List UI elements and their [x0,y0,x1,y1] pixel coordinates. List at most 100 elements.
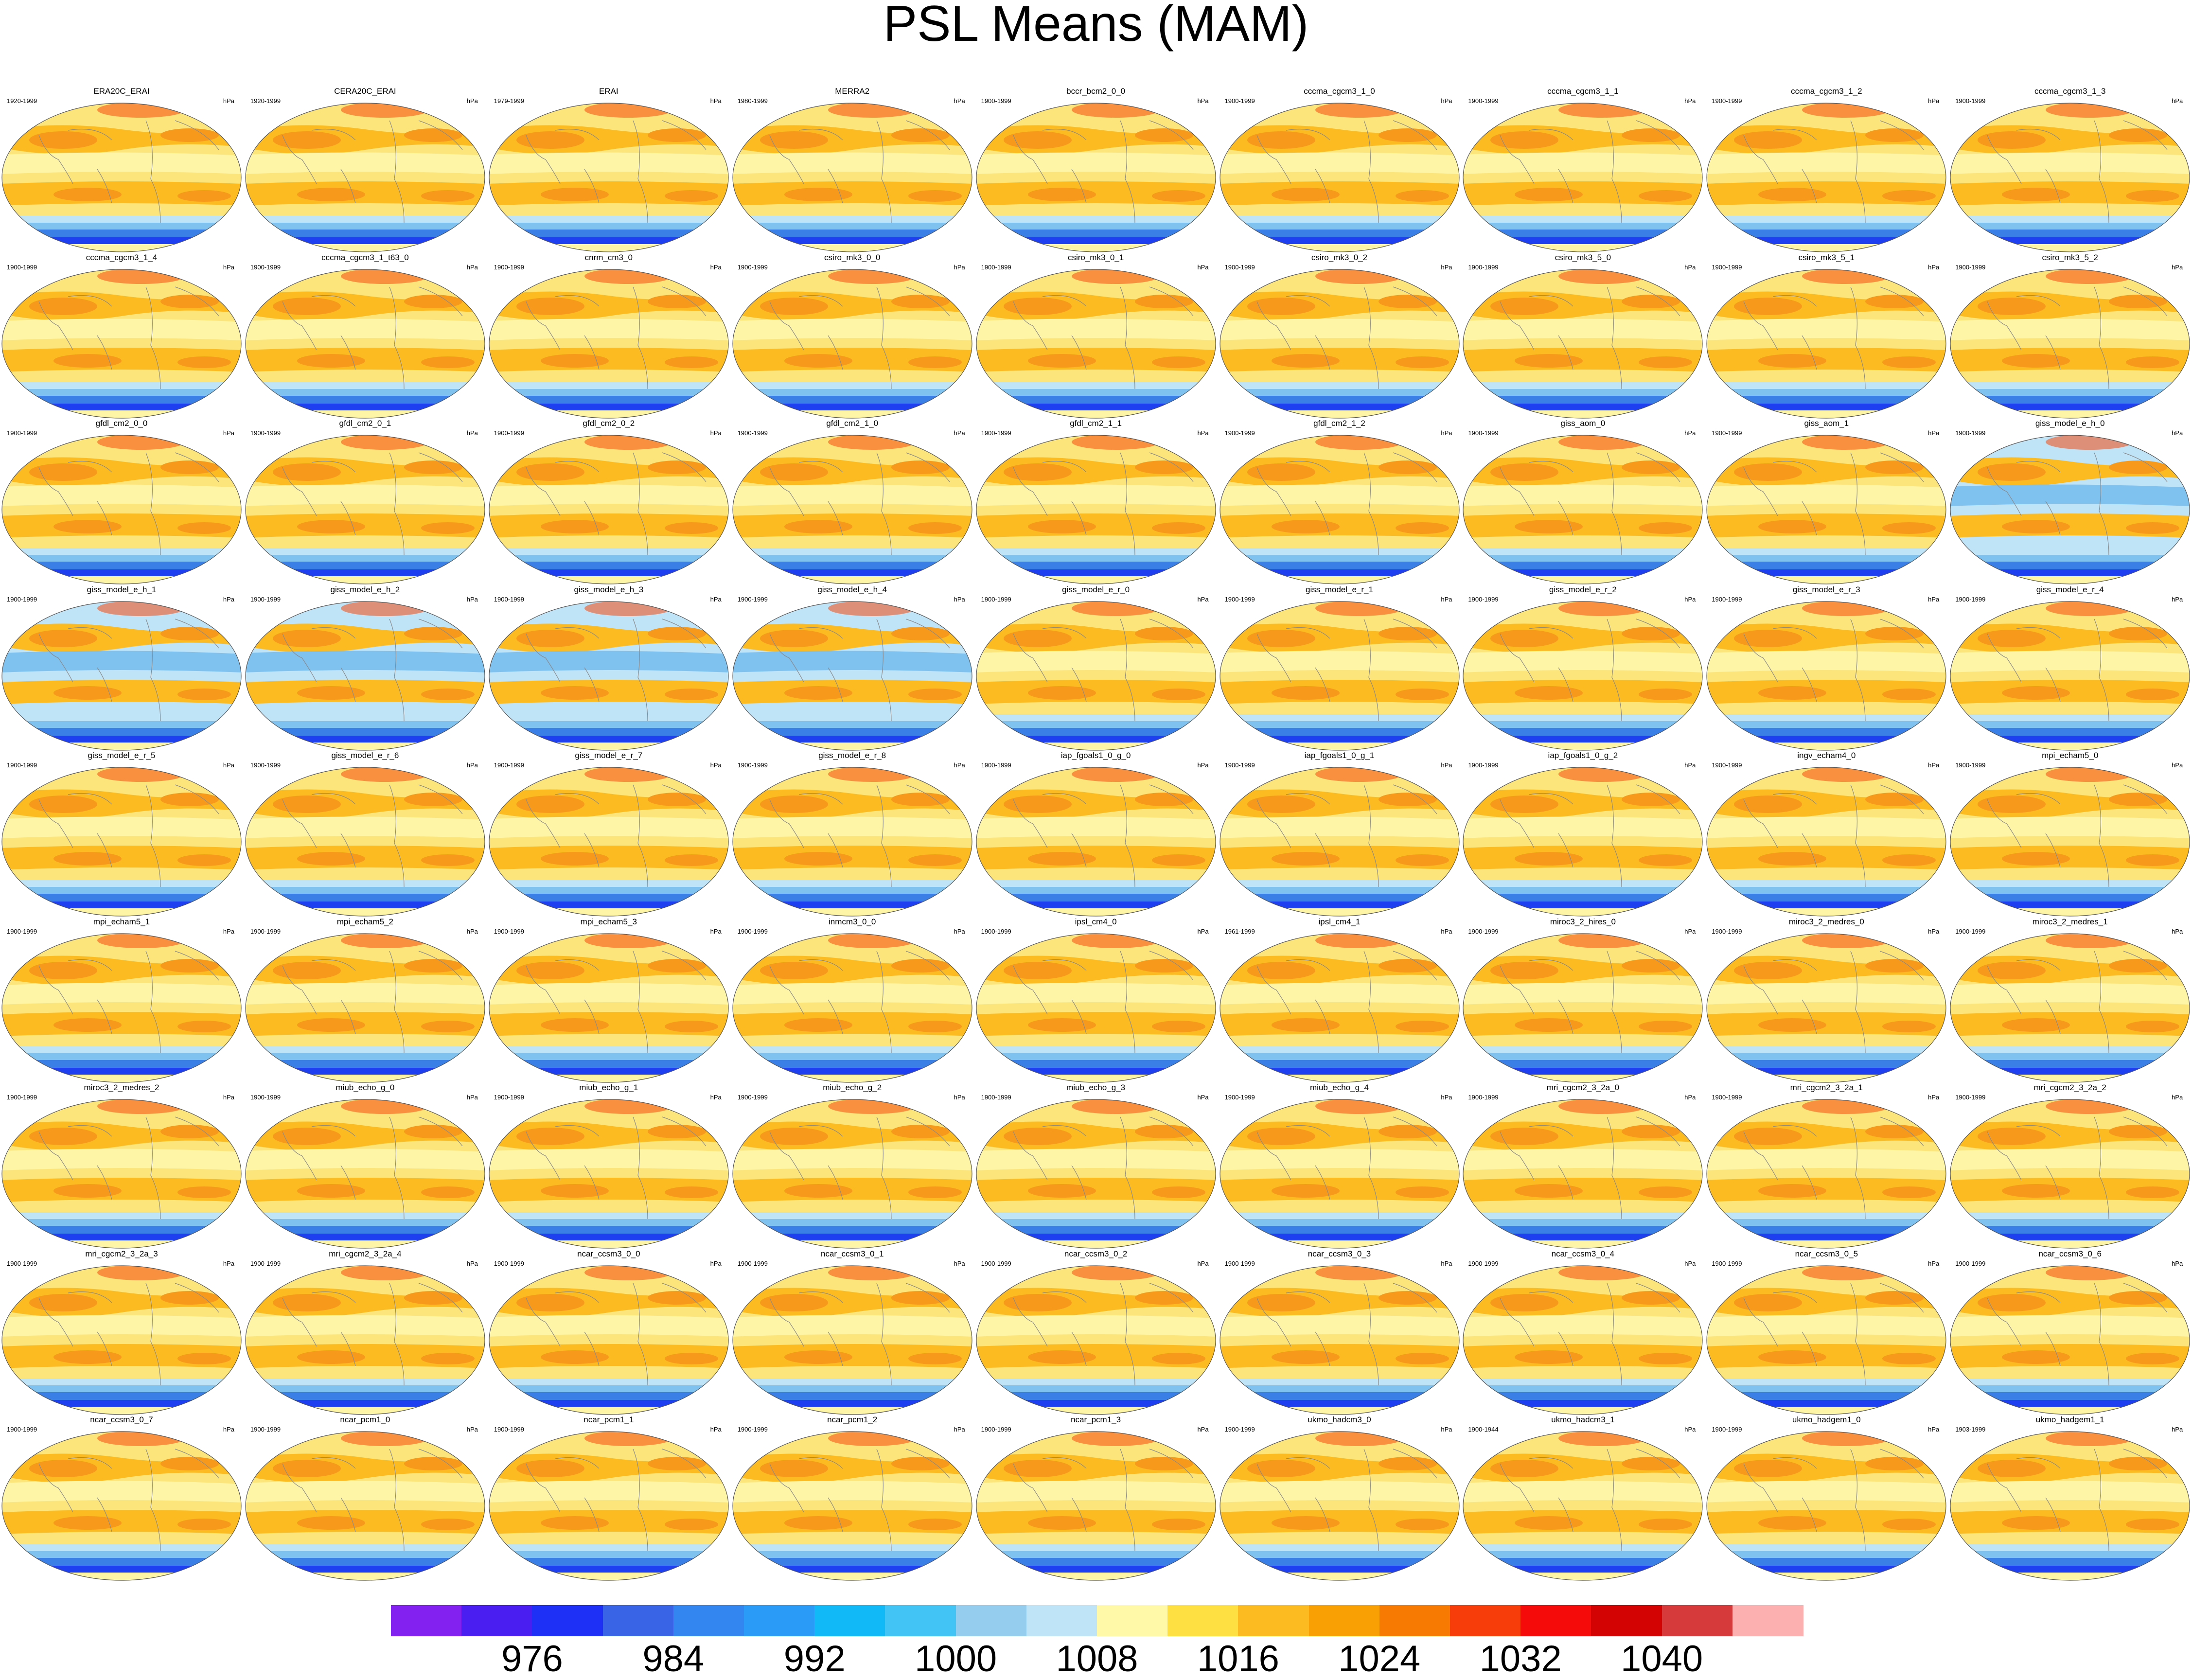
psl-map [975,601,1216,751]
panel-title: ncar_ccsm3_0_3 [1308,1249,1371,1258]
psl-map [1950,268,2190,419]
panel-units: hPa [954,1094,965,1101]
panel-years: 1900-1999 [250,263,281,271]
colorbar-swatch [814,1605,886,1636]
psl-map [489,268,729,419]
psl-map [1219,1099,1460,1249]
panel-years: 1900-1999 [1468,97,1499,105]
panel-title: ncar_ccsm3_0_1 [820,1249,884,1258]
panel-years: 1900-1999 [737,1094,768,1101]
psl-map [1950,933,2190,1083]
panel-units: hPa [466,927,478,935]
panel-years: 1900-1999 [1712,1259,1742,1267]
panel-years: 1979-1999 [494,97,524,105]
panel-years: 1900-1999 [737,1259,768,1267]
psl-map [1706,268,1946,419]
map-panel: giss_model_e_r_6 1900-1999 hPa [244,751,487,919]
panel-years: 1900-1999 [1468,927,1499,935]
panel-years: 1900-1999 [1468,1094,1499,1101]
panel-title: ERAI [599,87,619,96]
panel-units: hPa [466,761,478,769]
psl-map [732,601,972,751]
map-panel: inmcm3_0_0 1900-1999 hPa [731,917,974,1085]
panel-units: hPa [954,761,965,769]
psl-map [1706,933,1946,1083]
panel-units: hPa [1684,1426,1696,1433]
psl-map [1706,1099,1946,1249]
panel-years: 1900-1999 [981,761,1011,769]
map-panel: miroc3_2_medres_2 1900-1999 hPa [0,1083,243,1251]
panel-title: giss_model_e_r_4 [2036,584,2104,594]
panel-title: giss_model_e_r_8 [818,751,886,760]
map-panel: ingv_echam4_0 1900-1999 hPa [1705,751,1948,919]
colorbar-tick-label: 976 [501,1638,563,1680]
panel-years: 1900-1999 [1955,263,1986,271]
panel-title: ingv_echam4_0 [1797,751,1856,760]
panel-title: miub_echo_g_1 [579,1083,638,1092]
map-panel: giss_model_e_r_8 1900-1999 hPa [731,751,974,919]
colorbar-swatch [1097,1605,1168,1636]
panel-grid: ERA20C_ERAI 1920-1999 hPa CERA20C_ERAI 1920… [0,87,2192,1583]
panel-title: giss_model_e_h_4 [817,584,887,594]
psl-map [975,1431,1216,1581]
colorbar-swatch [1591,1605,1662,1636]
panel-title: ERA20C_ERAI [93,87,150,96]
panel-units: hPa [1197,1426,1209,1433]
panel-years: 1900-1999 [1468,761,1499,769]
map-panel: mri_cgcm2_3_2a_4 1900-1999 hPa [244,1249,487,1417]
panel-title: giss_aom_1 [1804,419,1849,428]
panel-title: csiro_mk3_0_2 [1311,252,1368,262]
panel-units: hPa [466,1259,478,1267]
psl-map [732,1265,972,1415]
map-panel: ncar_pcm1_1 1900-1999 hPa [487,1415,730,1583]
map-panel: cccma_cgcm3_1_0 1900-1999 hPa [1218,87,1461,254]
panel-title: ncar_ccsm3_0_7 [90,1415,153,1424]
map-panel: ncar_ccsm3_0_4 1900-1999 hPa [1461,1249,1704,1417]
panel-title: iap_fgoals1_0_g_1 [1304,751,1375,760]
panel-years: 1900-1999 [981,927,1011,935]
psl-map [245,268,485,419]
psl-map [1706,1265,1946,1415]
panel-title: miroc3_2_medres_0 [1788,917,1864,926]
panel-years: 1900-1999 [494,1094,524,1101]
panel-units: hPa [1684,429,1696,437]
psl-map [732,103,972,252]
map-panel: ukmo_hadcm3_0 1900-1999 hPa [1218,1415,1461,1583]
panel-units: hPa [2172,595,2183,603]
psl-map [1706,601,1946,751]
colorbar-tick-label: 1000 [915,1638,997,1680]
map-panel: giss_model_e_h_0 1900-1999 hPa [1948,419,2192,586]
colorbar-tick-label: 1016 [1197,1638,1279,1680]
panel-units: hPa [1441,1094,1452,1101]
panel-units: hPa [954,263,965,271]
psl-map [975,933,1216,1083]
map-panel: ncar_pcm1_3 1900-1999 hPa [974,1415,1218,1583]
psl-map [1463,1431,1703,1581]
panel-title: mpi_echam5_1 [93,917,150,926]
psl-map [245,1265,485,1415]
panel-years: 1900-1999 [494,1426,524,1433]
psl-map [1463,1099,1703,1249]
psl-map [1219,1265,1460,1415]
map-panel: ipsl_cm4_0 1900-1999 hPa [974,917,1218,1085]
psl-map [245,435,485,584]
panel-units: hPa [1928,595,1940,603]
psl-map [1,435,242,584]
panel-units: hPa [466,263,478,271]
map-panel: ncar_pcm1_2 1900-1999 hPa [731,1415,974,1583]
panel-units: hPa [223,1259,234,1267]
map-panel: mri_cgcm2_3_2a_2 1900-1999 hPa [1948,1083,2192,1251]
panel-units: hPa [1197,1094,1209,1101]
map-panel: mpi_echam5_1 1900-1999 hPa [0,917,243,1085]
panel-title: ncar_ccsm3_0_5 [1795,1249,1858,1258]
panel-years: 1900-1999 [1224,97,1255,105]
colorbar-tick-label: 984 [642,1638,705,1680]
psl-map [975,1099,1216,1249]
panel-years: 1920-1999 [7,97,37,105]
psl-map [1219,103,1460,252]
panel-title: ipsl_cm4_0 [1075,917,1117,926]
panel-years: 1900-1999 [1955,595,1986,603]
panel-units: hPa [223,97,234,105]
colorbar-tick-label: 1008 [1056,1638,1138,1680]
panel-units: hPa [2172,429,2183,437]
